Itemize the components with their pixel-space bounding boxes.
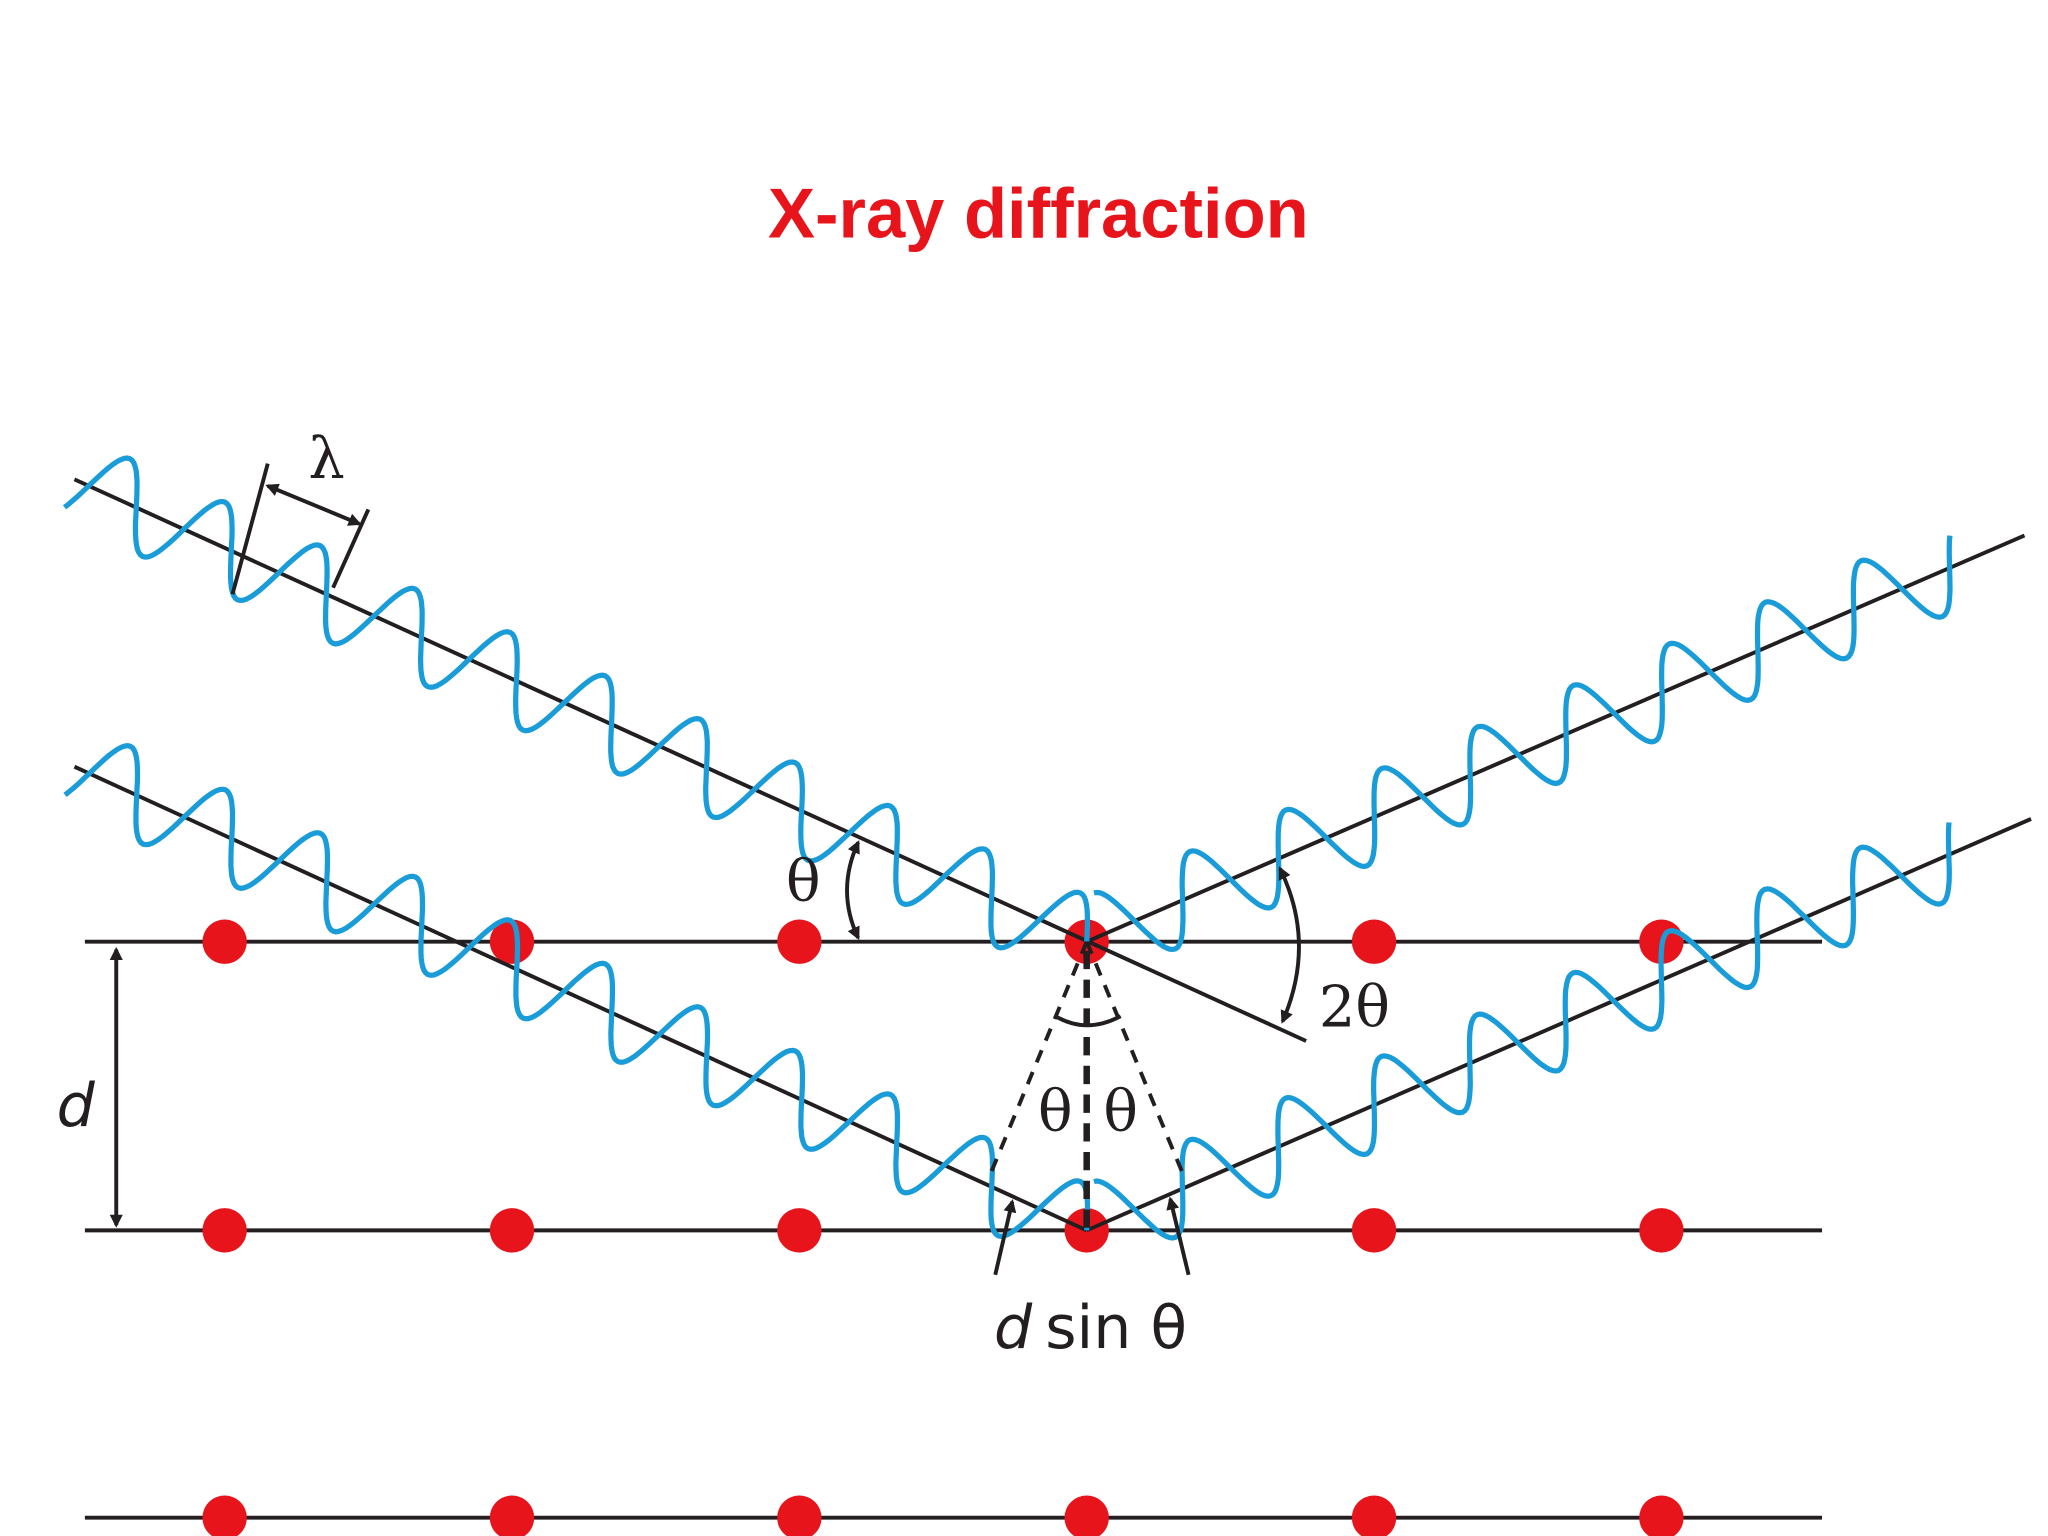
lambda-arrow — [265, 483, 362, 526]
angle-arc — [1054, 1014, 1122, 1028]
wave — [62, 455, 1091, 951]
atom — [489, 1208, 535, 1253]
wavelength-label: λ — [308, 425, 344, 492]
atom — [777, 919, 822, 964]
two-theta-arc — [1278, 866, 1301, 1024]
reflected-ray — [1085, 817, 2032, 1233]
reflected-ray — [1085, 533, 2026, 944]
incident-ray — [73, 764, 1088, 1233]
atom — [1351, 1495, 1397, 1536]
dashed-line — [986, 940, 1089, 1179]
lambda-tick — [230, 463, 270, 595]
atom — [489, 1495, 535, 1536]
path-arrow — [1166, 1196, 1191, 1276]
path-arrow — [993, 1199, 1017, 1276]
atom — [777, 1208, 822, 1253]
theta-arc — [845, 840, 860, 941]
two-theta-label: 2θ — [1319, 974, 1390, 1041]
theta-label: θ — [1103, 1078, 1138, 1145]
dashed-line — [1084, 940, 1187, 1179]
spacing-label: d — [57, 1071, 96, 1141]
atom — [489, 919, 535, 964]
atom — [1639, 1208, 1684, 1253]
lambda-tick — [331, 508, 371, 589]
lattice — [84, 939, 1823, 1520]
wave — [1093, 822, 1952, 1241]
wave — [63, 743, 1091, 1240]
atoms — [202, 919, 1684, 1536]
incident-ray — [73, 477, 1307, 1043]
atom — [777, 1495, 822, 1536]
text: sin θ — [1045, 1293, 1187, 1363]
path-difference-label: d sin θ — [994, 1293, 1187, 1363]
variable: d — [994, 1293, 1033, 1363]
annotations — [109, 463, 1301, 1276]
atom — [202, 1495, 247, 1536]
atom — [1639, 1495, 1684, 1536]
atom — [202, 919, 247, 964]
theta-label: θ — [786, 848, 821, 915]
title: X-ray diffraction — [768, 174, 1309, 253]
wave — [1093, 535, 1953, 953]
theta-label: θ — [1038, 1078, 1073, 1145]
atom — [1351, 1208, 1397, 1253]
atom — [1351, 919, 1397, 964]
atom — [202, 1208, 247, 1253]
waves — [62, 455, 1953, 1241]
atom — [1064, 1495, 1109, 1536]
